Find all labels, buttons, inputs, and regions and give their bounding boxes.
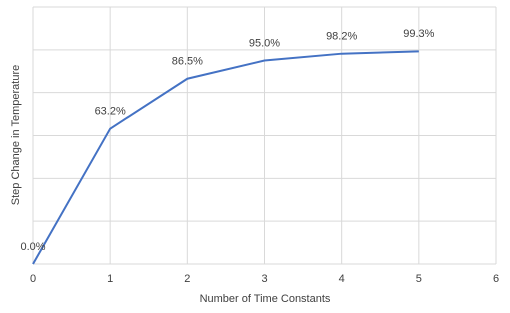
x-tick-label: 5 — [416, 273, 422, 285]
data-label: 98.2% — [326, 31, 357, 43]
x-tick-label: 1 — [107, 273, 113, 285]
x-tick-label: 4 — [339, 273, 345, 285]
line — [32, 50, 419, 265]
x-tick-label: 3 — [261, 273, 267, 285]
data-label: 86.5% — [172, 56, 203, 68]
data-label: 99.3% — [403, 28, 434, 40]
y-axis-title: Step Change in Temperature — [10, 65, 22, 205]
data-label: 95.0% — [249, 37, 280, 49]
data-label: 0.0% — [20, 241, 45, 253]
x-tick-label: 6 — [493, 273, 499, 285]
x-axis-title: Number of Time Constants — [200, 293, 331, 305]
data-label: 63.2% — [95, 106, 126, 118]
x-tick-label: 2 — [184, 273, 190, 285]
x-tick-label: 0 — [30, 273, 36, 285]
